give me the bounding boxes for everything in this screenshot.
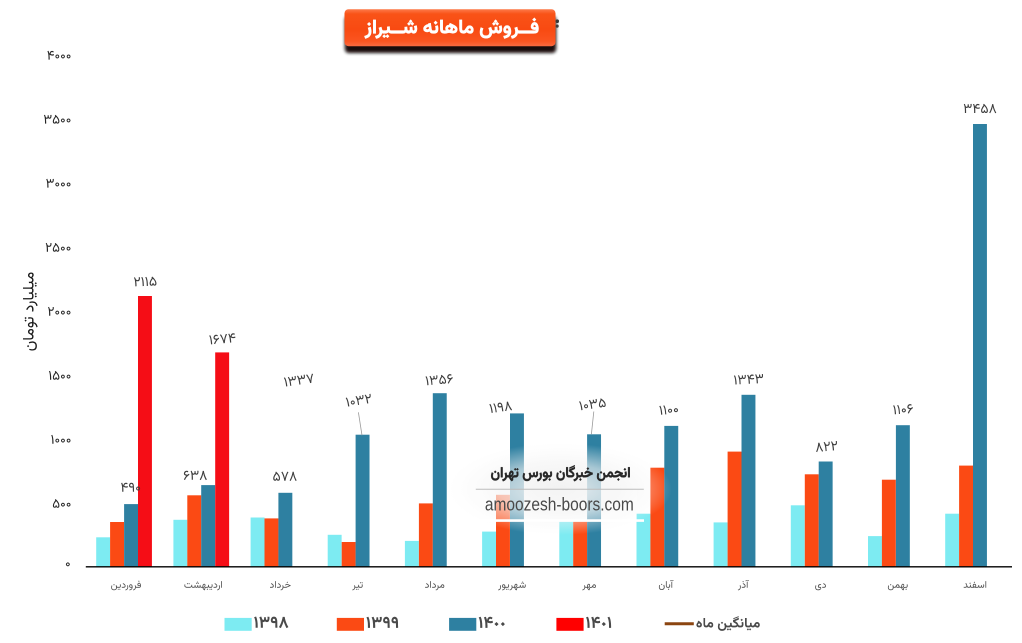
svg-text:amoozesh-boors.com: amoozesh-boors.com [485, 493, 634, 514]
